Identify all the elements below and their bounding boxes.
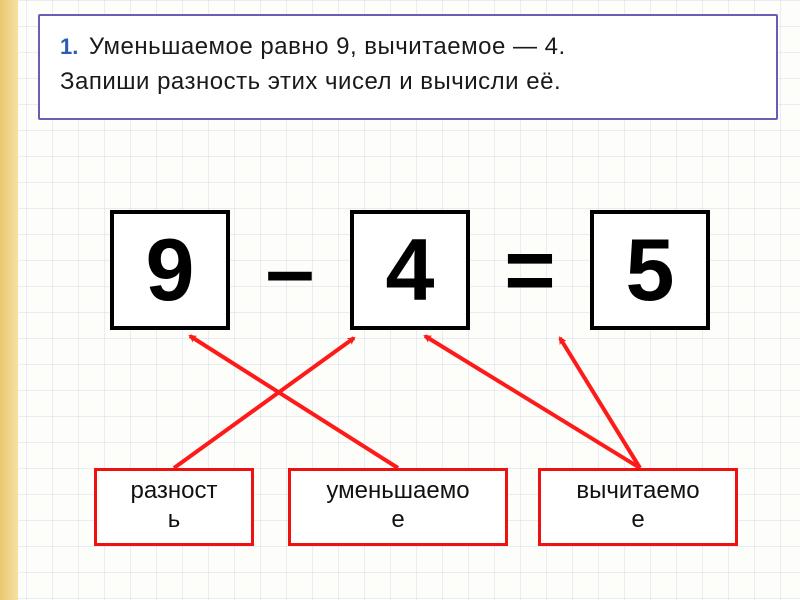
- minuend-box: 9: [110, 210, 230, 330]
- minus-operator: –: [260, 226, 320, 314]
- problem-text: Уменьшаемое равно 9, вычитаемое — 4. Зап…: [60, 33, 566, 95]
- result-box: 5: [590, 210, 710, 330]
- content-area: 1. Уменьшаемое равно 9, вычитаемое — 4. …: [0, 0, 800, 600]
- label-subtrahend: вычитаемо е: [538, 468, 738, 546]
- problem-statement-box: 1. Уменьшаемое равно 9, вычитаемое — 4. …: [38, 14, 778, 120]
- equals-operator: =: [500, 226, 560, 314]
- subtrahend-box: 4: [350, 210, 470, 330]
- problem-line-1: Уменьшаемое равно 9, вычитаемое — 4.: [89, 33, 566, 60]
- label-minuend: уменьшаемо е: [288, 468, 508, 546]
- problem-line-2: Запиши разность этих чисел и вычисли её.: [60, 68, 561, 95]
- problem-number: 1.: [60, 34, 78, 59]
- equation-row: 9 – 4 = 5: [60, 210, 760, 330]
- label-difference: разност ь: [94, 468, 254, 546]
